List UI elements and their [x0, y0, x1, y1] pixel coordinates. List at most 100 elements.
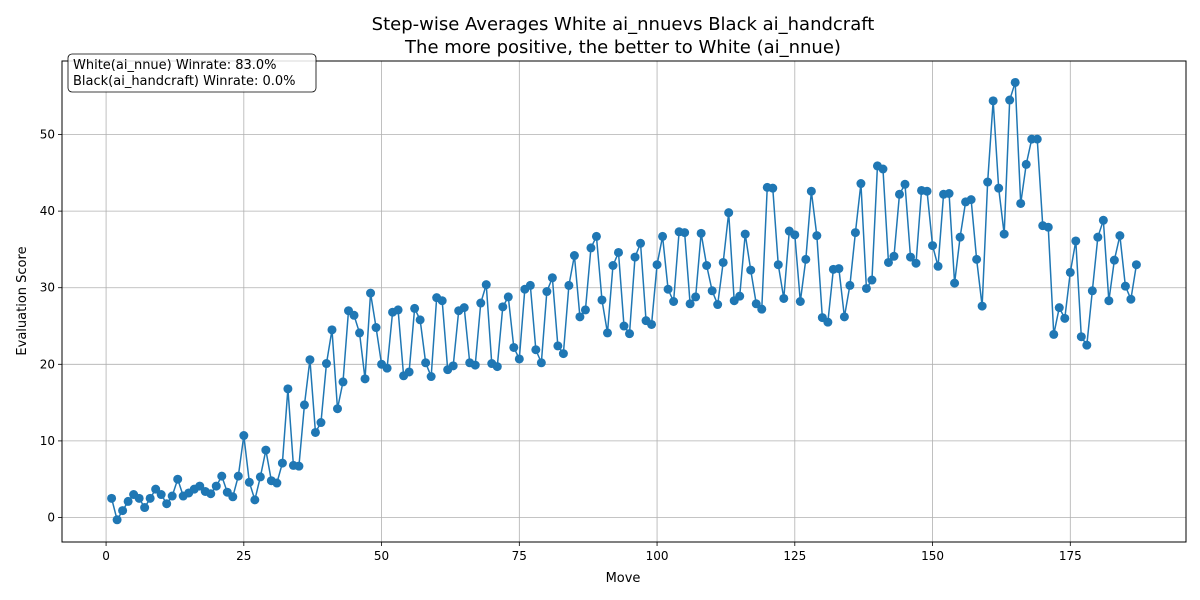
data-point — [977, 301, 987, 311]
data-point — [134, 493, 144, 503]
data-point — [613, 247, 623, 257]
data-point — [250, 495, 260, 505]
data-point — [1131, 260, 1141, 270]
data-point — [404, 367, 414, 377]
data-point — [481, 280, 491, 290]
data-point — [316, 418, 326, 428]
grid — [62, 61, 1186, 542]
data-point — [206, 489, 216, 499]
data-point — [156, 490, 166, 500]
data-point — [167, 491, 177, 501]
data-point — [1005, 95, 1015, 105]
data-point — [349, 310, 359, 320]
data-point — [575, 312, 585, 322]
data-point — [426, 372, 436, 382]
data-point — [861, 283, 871, 293]
data-point — [1120, 281, 1130, 291]
x-tick-label: 75 — [512, 549, 527, 563]
data-point — [1126, 294, 1136, 304]
data-point — [1016, 198, 1026, 208]
data-point — [680, 228, 690, 238]
data-point — [211, 481, 221, 491]
data-point — [476, 298, 486, 308]
data-point — [757, 304, 767, 314]
chart-title: Step-wise Averages White ai_nnuevs Black… — [372, 14, 875, 35]
data-point — [972, 254, 982, 264]
data-point — [779, 293, 789, 303]
data-point — [1021, 159, 1031, 169]
data-point — [751, 299, 761, 309]
data-point — [332, 404, 342, 414]
data-point — [580, 305, 590, 315]
data-point — [305, 355, 315, 365]
data-point — [536, 358, 546, 368]
data-point — [625, 329, 635, 339]
data-point — [145, 493, 155, 503]
data-point — [602, 328, 612, 338]
data-point — [1115, 231, 1125, 241]
data-point — [906, 252, 916, 262]
data-point — [1082, 340, 1092, 350]
data-point — [299, 400, 309, 410]
data-point — [636, 238, 646, 248]
data-point — [410, 303, 420, 313]
data-point — [509, 342, 519, 352]
data-point — [1065, 267, 1075, 277]
data-point — [531, 345, 541, 355]
x-tick-label: 0 — [102, 549, 110, 563]
data-point — [691, 292, 701, 302]
data-point — [718, 257, 728, 267]
data-point — [894, 189, 904, 199]
data-point — [955, 232, 965, 242]
data-point — [922, 186, 932, 196]
data-point — [867, 275, 877, 285]
data-point — [498, 302, 508, 312]
y-axis-label: Evaluation Score — [15, 246, 30, 355]
data-point — [514, 354, 524, 364]
data-point — [966, 195, 976, 205]
data-point — [1049, 329, 1059, 339]
data-point — [371, 323, 381, 333]
data-point — [630, 252, 640, 262]
data-point — [707, 286, 717, 296]
data-point — [1043, 222, 1053, 232]
data-point — [878, 164, 888, 174]
data-point — [652, 260, 662, 270]
data-point — [355, 328, 365, 338]
data-point — [696, 228, 706, 238]
x-tick-label: 125 — [783, 549, 806, 563]
x-axis: 0 25 50 75 100 125 150 175 — [102, 542, 1082, 563]
data-point — [244, 477, 254, 487]
data-point — [393, 305, 403, 315]
data-point — [558, 349, 568, 359]
data-point — [553, 341, 563, 351]
data-point — [944, 189, 954, 198]
data-point — [768, 183, 778, 193]
data-point — [162, 499, 172, 509]
data-point — [123, 496, 133, 506]
data-point — [746, 265, 756, 275]
black-winrate-text: Black(ai_handcraft) Winrate: 0.0% — [73, 74, 296, 89]
data-point — [239, 431, 249, 441]
chart-subtitle: The more positive, the better to White (… — [404, 37, 841, 58]
data-point — [1032, 134, 1042, 144]
data-point — [112, 515, 122, 525]
data-point — [883, 257, 893, 267]
data-point — [1010, 77, 1020, 87]
data-point — [773, 260, 783, 270]
data-point — [1087, 286, 1097, 296]
data-point — [790, 230, 800, 240]
data-point — [597, 295, 607, 305]
data-point — [547, 273, 557, 283]
data-point — [492, 362, 502, 372]
white-winrate-text: White(ai_nnue) Winrate: 83.0% — [73, 58, 277, 73]
data-point — [911, 258, 921, 268]
y-tick-label: 50 — [40, 128, 55, 142]
data-point — [1071, 236, 1081, 246]
y-axis: 0 10 20 30 40 50 — [40, 128, 62, 524]
x-tick-label: 100 — [646, 549, 669, 563]
data-point — [310, 427, 320, 437]
data-point — [795, 297, 805, 306]
data-point — [801, 254, 811, 264]
